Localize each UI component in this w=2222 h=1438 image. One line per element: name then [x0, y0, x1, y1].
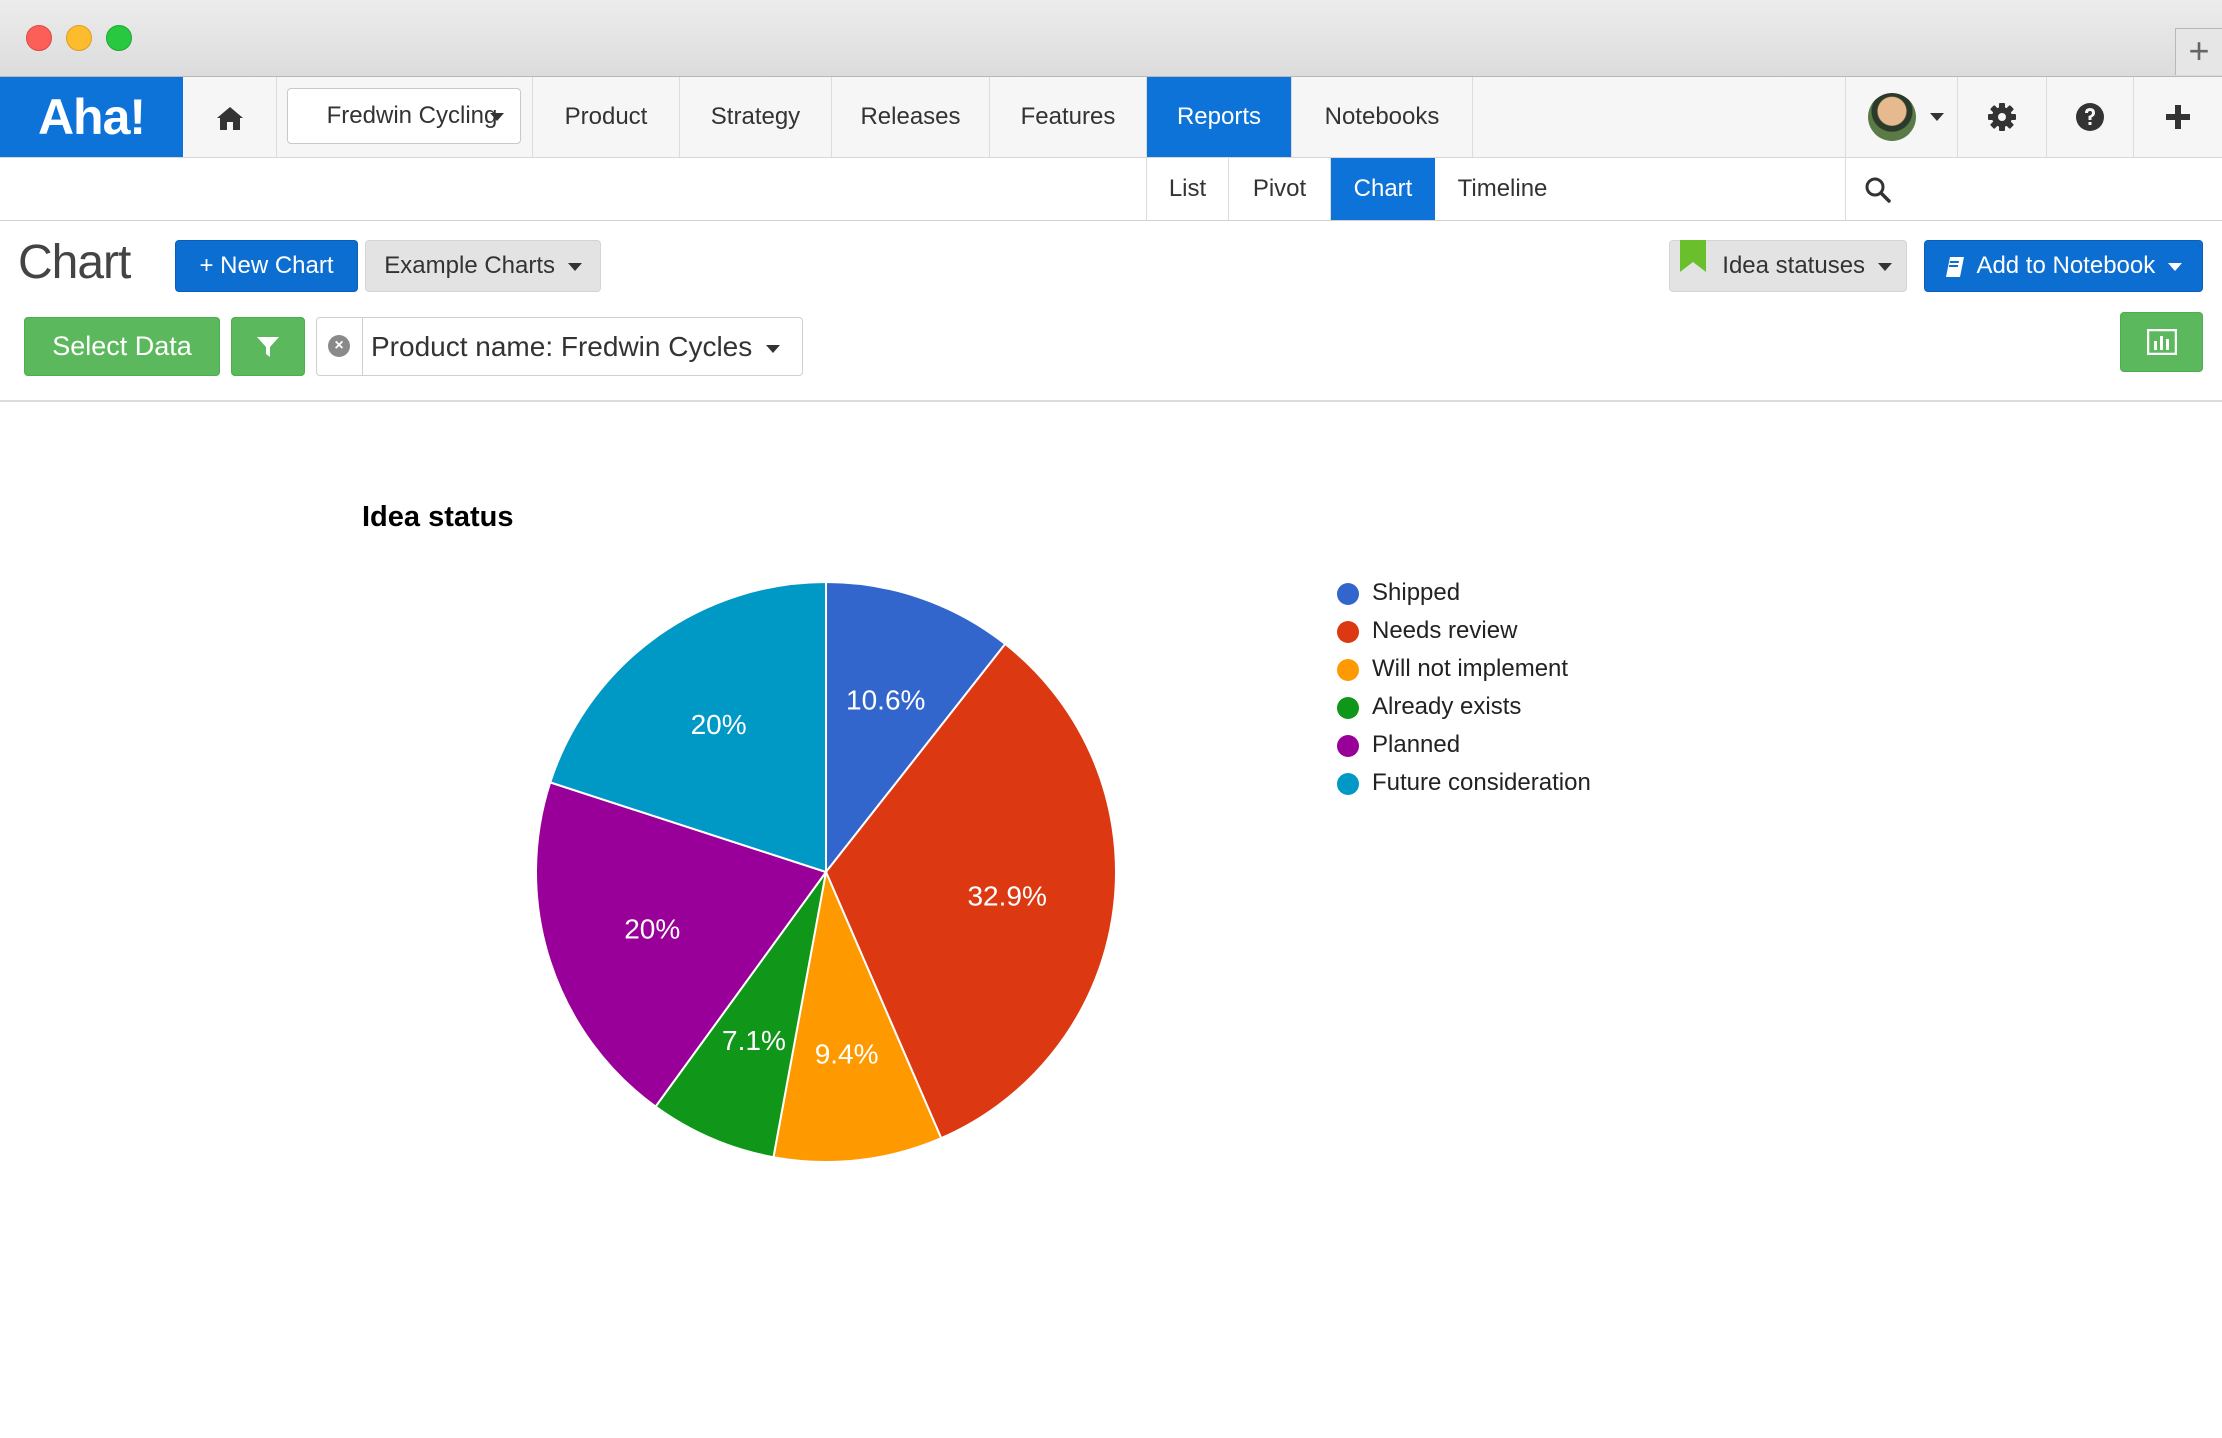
legend-label: Planned	[1372, 731, 1461, 758]
new-tab-button[interactable]: +	[2175, 28, 2222, 75]
pie-label-shipped: 10.6%	[846, 684, 925, 715]
product-filter-dropdown[interactable]: Product name: Fredwin Cycles	[371, 318, 781, 375]
pie-slice-shipped[interactable]	[825, 580, 1007, 875]
legend-swatch	[1337, 583, 1359, 605]
nav-item-features[interactable]: Features	[990, 77, 1147, 157]
legend-swatch	[1337, 621, 1359, 643]
help-button[interactable]	[2046, 77, 2133, 157]
pie-slice-planned[interactable]	[535, 781, 828, 1109]
legend-swatch	[1337, 735, 1359, 757]
pie-slice-needs-review[interactable]	[824, 642, 1117, 1140]
tab-timeline[interactable]: Timeline	[1457, 175, 1548, 202]
pie-slice-already-exists[interactable]	[654, 871, 827, 1159]
page-title: Chart	[18, 236, 131, 289]
nav-item-notebooks[interactable]: Notebooks	[1292, 77, 1473, 157]
add-button[interactable]	[2133, 77, 2222, 157]
tab-chart[interactable]: Chart	[1331, 158, 1435, 220]
top-nav: Aha! Fredwin Cycling Product Strategy Re…	[0, 77, 2222, 158]
nav-item-strategy[interactable]: Strategy	[680, 77, 832, 157]
chart-title: Idea status	[362, 501, 514, 533]
avatar	[1868, 93, 1916, 141]
legend-label: Needs review	[1372, 617, 1518, 644]
filter-button[interactable]	[231, 317, 305, 376]
notebook-icon	[1946, 256, 1965, 277]
legend-swatch	[1337, 773, 1359, 795]
legend-swatch	[1337, 697, 1359, 719]
nav-item-product[interactable]: Product	[533, 77, 680, 157]
example-charts-dropdown[interactable]: Example Charts	[365, 240, 601, 292]
bookmark-icon	[1680, 240, 1706, 272]
saved-view-label: Idea statuses	[1722, 252, 1866, 279]
workspace-label: Fredwin Cycling	[326, 102, 498, 129]
legend-label: Shipped	[1372, 579, 1461, 606]
settings-button[interactable]	[1957, 77, 2046, 157]
nav-item-reports[interactable]: Reports	[1147, 77, 1292, 157]
product-filter-label: Product name: Fredwin Cycles	[371, 331, 753, 362]
gear-icon	[1988, 103, 2016, 131]
remove-filter-button[interactable]: ×	[317, 318, 363, 375]
nav-item-releases[interactable]: Releases	[832, 77, 990, 157]
close-icon: ×	[328, 335, 350, 357]
search-field[interactable]	[1845, 158, 2222, 220]
pie-label-future-consideration: 20%	[691, 709, 747, 740]
chevron-down-icon	[567, 262, 582, 271]
tab-pivot[interactable]: Pivot	[1229, 158, 1331, 220]
plus-icon	[2166, 105, 2190, 129]
workspace-cell: Fredwin Cycling	[277, 77, 533, 157]
saved-view-dropdown[interactable]: Idea statuses	[1669, 240, 1907, 292]
legend-swatch	[1337, 659, 1359, 681]
close-window-button[interactable]	[26, 25, 52, 51]
chevron-down-icon	[490, 113, 504, 121]
report-subnav: List Pivot Chart Timeline	[0, 158, 2222, 221]
tab-list[interactable]: List	[1146, 158, 1229, 220]
add-to-notebook-label: Add to Notebook	[1976, 252, 2156, 279]
home-icon	[216, 106, 243, 130]
select-data-button[interactable]: Select Data	[24, 317, 220, 376]
bar-chart-icon	[2146, 328, 2177, 356]
minimize-window-button[interactable]	[66, 25, 92, 51]
aha-logo[interactable]: Aha!	[0, 77, 183, 157]
chevron-down-icon	[2167, 262, 2182, 271]
chevron-down-icon	[1930, 113, 1944, 121]
pie-chart: 10.6% 32.9% 9.4% 7.1% 20% 20%	[535, 580, 1117, 1163]
search-icon	[1865, 177, 1891, 203]
chevron-down-icon	[766, 344, 781, 353]
pie-label-planned: 20%	[624, 913, 680, 944]
new-chart-button[interactable]: + New Chart	[175, 240, 358, 292]
legend-label: Future consideration	[1372, 769, 1591, 796]
user-menu[interactable]	[1845, 77, 1957, 157]
pie-label-will-not-implement: 9.4%	[815, 1039, 879, 1070]
window-titlebar: +	[0, 0, 2222, 77]
workspace-selector[interactable]: Fredwin Cycling	[287, 88, 521, 144]
pie-label-needs-review: 32.9%	[967, 880, 1046, 911]
funnel-icon	[257, 337, 279, 357]
chevron-down-icon	[1877, 262, 1892, 271]
toolbar-divider	[0, 400, 2222, 402]
add-to-notebook-dropdown[interactable]: Add to Notebook	[1924, 240, 2203, 292]
question-icon	[2076, 103, 2104, 131]
pie-slice-future-consideration[interactable]	[548, 580, 827, 874]
legend-label: Will not implement	[1372, 655, 1569, 682]
pie-slice-will-not-implement[interactable]	[772, 868, 943, 1163]
home-button[interactable]	[183, 77, 277, 157]
zoom-window-button[interactable]	[106, 25, 132, 51]
example-charts-label: Example Charts	[384, 252, 556, 279]
product-filter-chip[interactable]: × Product name: Fredwin Cycles	[316, 317, 803, 376]
chart-type-button[interactable]	[2120, 312, 2203, 372]
pie-label-already-exists: 7.1%	[722, 1025, 786, 1056]
legend-label: Already exists	[1372, 693, 1522, 720]
